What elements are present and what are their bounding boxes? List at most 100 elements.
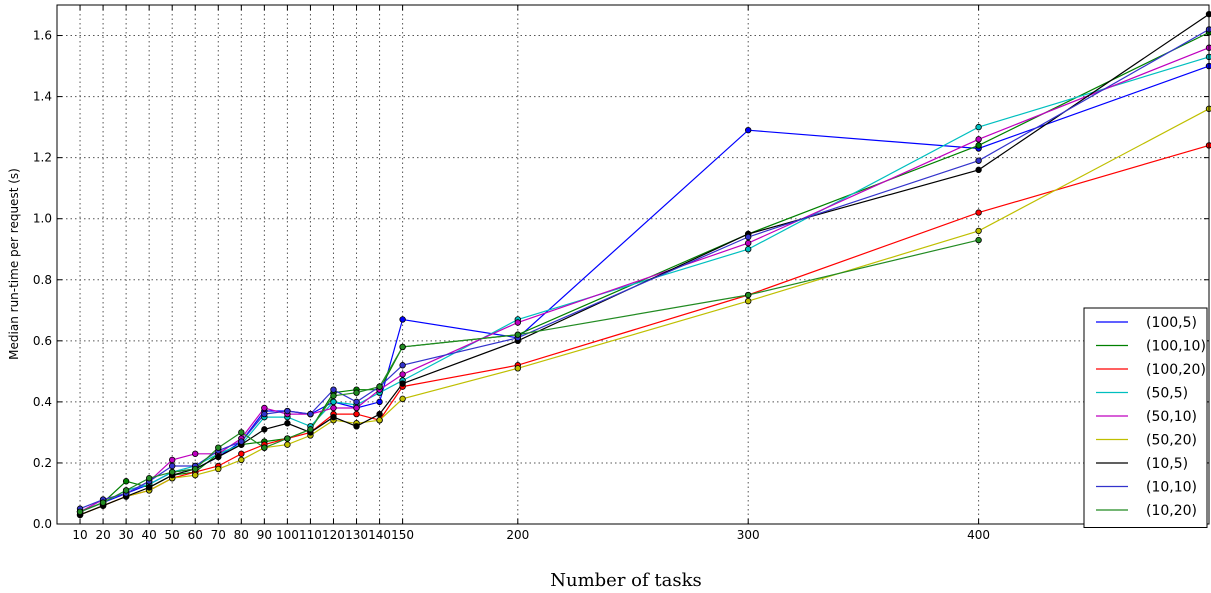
data-point: [215, 465, 222, 473]
legend-box: [1083, 307, 1208, 528]
legend-label: (100,5): [1146, 315, 1197, 331]
data-point: [376, 398, 383, 406]
data-point: [514, 319, 521, 326]
data-point: [168, 456, 176, 464]
y-tick-label: 0.6: [33, 334, 52, 348]
y-tick-label: 0.2: [33, 456, 52, 470]
data-point: [215, 444, 222, 451]
data-point: [238, 456, 245, 464]
data-point: [122, 478, 130, 485]
data-point: [284, 407, 291, 415]
data-point: [330, 392, 337, 399]
y-tick-label: 1.0: [33, 212, 52, 226]
data-point: [99, 499, 107, 506]
x-tick-label: 100: [276, 528, 299, 542]
data-point: [284, 420, 291, 427]
data-point: [330, 413, 337, 421]
data-point: [745, 233, 752, 241]
legend-label: (50,20): [1146, 433, 1197, 449]
y-tick-label: 0.0: [33, 517, 52, 531]
data-point: [399, 380, 406, 387]
data-point: [284, 441, 291, 448]
x-tick-label: 60: [188, 528, 203, 542]
data-point: [238, 438, 245, 445]
legend-label: (10,20): [1146, 503, 1197, 519]
data-point: [192, 465, 199, 473]
data-point: [745, 239, 752, 247]
data-point: [284, 435, 291, 442]
data-point: [307, 426, 314, 433]
data-point: [353, 410, 360, 418]
x-tick-label: 40: [142, 528, 157, 542]
data-point: [330, 386, 337, 393]
data-point: [145, 484, 153, 491]
data-point: [330, 398, 337, 406]
x-tick-label: 120: [322, 528, 345, 542]
data-point: [192, 471, 199, 479]
data-point: [399, 371, 406, 378]
data-point: [261, 410, 268, 418]
data-point: [353, 389, 360, 396]
legend-label: (10,5): [1146, 456, 1188, 472]
data-point: [399, 316, 406, 323]
data-point: [975, 209, 982, 216]
data-point: [745, 297, 752, 305]
data-point: [975, 142, 982, 149]
data-point: [399, 362, 406, 369]
data-point: [76, 508, 84, 515]
data-point: [376, 417, 383, 424]
data-point: [261, 426, 268, 433]
y-tick-label: 1.2: [33, 151, 52, 165]
x-tick-label: 110: [299, 528, 322, 542]
data-point: [353, 398, 360, 406]
plot-frame: [56, 4, 1210, 525]
legend-label: (10,10): [1146, 480, 1197, 496]
x-tick-label: 400: [967, 528, 990, 542]
data-point: [330, 404, 337, 412]
data-point: [514, 365, 521, 372]
data-point: [975, 123, 982, 131]
data-point: [307, 410, 314, 418]
data-point: [975, 136, 982, 143]
data-point: [745, 126, 752, 134]
x-tick-label: 30: [118, 528, 133, 542]
legend-label: (100,10): [1146, 339, 1206, 355]
axis-ticks: 10 20 30 40 50 60 70 80 90 100 110 120 130 140 150 200 3…: [33, 5, 1209, 542]
data-point: [975, 236, 982, 244]
x-tick-label: 200: [506, 528, 529, 542]
data-point: [399, 395, 406, 403]
x-axis-label: Number of tasks: [550, 570, 701, 591]
y-tick-label: 0.4: [33, 395, 52, 409]
data-point: [353, 404, 360, 412]
data-point: [145, 475, 153, 482]
data-point: [514, 331, 521, 338]
legend-label: (50,10): [1146, 409, 1197, 425]
data-point: [745, 291, 752, 299]
data-point: [168, 468, 176, 476]
data-point: [238, 429, 245, 436]
data-point: [399, 343, 406, 351]
data-point: [975, 157, 982, 164]
x-tick-label: 90: [257, 528, 272, 542]
data-point: [353, 423, 360, 430]
data-point: [192, 450, 199, 457]
x-tick-label: 150: [391, 528, 414, 542]
legend-label: (100,20): [1146, 362, 1206, 378]
data-point: [122, 487, 130, 494]
data-point: [975, 227, 982, 235]
x-tick-label: 130: [345, 528, 368, 542]
x-tick-label: 300: [737, 528, 760, 542]
x-tick-label: 10: [72, 528, 87, 542]
y-axis-label: Median run-time per request (s): [7, 168, 21, 360]
legend: (100,5) (100,10) (100,20) (50,5) (50,10) (50,…: [1083, 307, 1208, 528]
data-point: [745, 246, 752, 253]
x-tick-label: 80: [234, 528, 249, 542]
data-point: [215, 453, 222, 461]
data-point: [168, 462, 176, 470]
y-tick-label: 0.8: [33, 273, 52, 287]
data-point: [376, 383, 383, 390]
data-point: [376, 410, 383, 418]
legend-label: (50,5): [1146, 386, 1188, 402]
data-point: [261, 444, 268, 451]
